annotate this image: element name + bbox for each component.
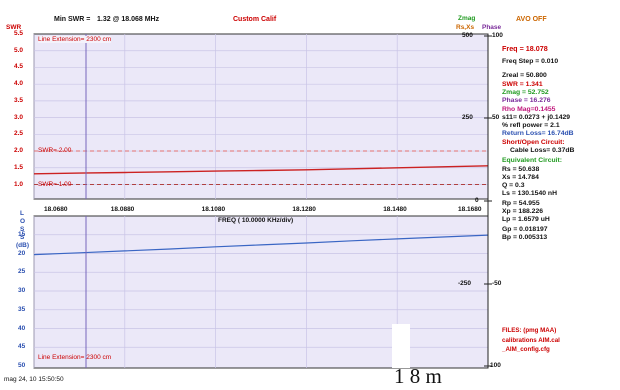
readout-ls: Ls = 130.1540 nH [502, 190, 557, 197]
readout-freq: Freq = 18.078 [502, 44, 548, 53]
loss-y-tick: 20 [18, 249, 26, 257]
right-tick-500: 500 [462, 32, 473, 39]
freq-tick: 18.0880 [110, 206, 135, 213]
swr-series-line [33, 165, 489, 175]
min-swr-label: Min SWR = [54, 16, 91, 23]
loss-y-tick: 30 [18, 287, 26, 294]
phase-legend: Phase [482, 24, 502, 31]
readout-rs: Rs = 50.638 [502, 166, 540, 173]
freq-tick: 18.0680 [44, 206, 68, 213]
readout-gp: Gp = 0.018197 [502, 226, 548, 233]
freq-tick: 18.1680 [458, 206, 482, 213]
freq-tick: 18.1280 [292, 206, 316, 213]
readout-s11: s11= 0.0273 + j0.1429 [502, 114, 571, 121]
freq-tick: 18.1480 [383, 206, 407, 213]
files-calibration[interactable]: calibrations AIM.cal [502, 337, 560, 344]
swr-y-tick: 2.5 [14, 130, 24, 138]
loss-axis-char: L [20, 210, 24, 217]
readout-short-open: Short/Open Circuit: [502, 139, 565, 146]
swr-y-tick: 4.5 [14, 63, 24, 71]
line-extension-top: Line Extension= 2300 cm [38, 36, 112, 43]
freq-tick: 18.1080 [201, 206, 226, 213]
swr-y-tick: 3.5 [14, 96, 24, 104]
loss-axis-char: O [20, 218, 26, 225]
zmag-legend: Zmag [458, 15, 476, 22]
swr-marker-high: SWR= 2.00 [38, 147, 72, 154]
readout-xs: Xs = 14.784 [502, 174, 539, 181]
swr-y-tick: 1.5 [14, 163, 24, 171]
readout-rho-mag: Rho Mag=0.1455 [502, 106, 556, 113]
overlay-block [392, 324, 410, 368]
right-tick-minus250: -250 [458, 280, 472, 287]
loss-y-tick: 35 [18, 305, 26, 313]
return-loss-series-line [33, 234, 489, 256]
readout-freq-step: Freq Step = 0.010 [502, 58, 559, 65]
readout-phase: Phase = 16.276 [502, 97, 551, 104]
rs-xs-legend: Rs,Xs [456, 24, 475, 31]
right-tick-100: 100 [492, 32, 503, 39]
right-tick-250: 250 [462, 114, 473, 121]
loss-axis-char: (dB) [16, 242, 29, 249]
avo-status[interactable]: AVO OFF [516, 16, 547, 23]
swr-y-tick: 5.0 [14, 46, 24, 54]
right-tick-minus100: 100 [490, 362, 501, 369]
readout-zreal: Zreal = 50.800 [502, 72, 547, 79]
freq-axis-label: FREQ ( 10.0000 KHz/div) [218, 217, 294, 224]
readout-refl-power: % refl power = 2.1 [502, 122, 560, 129]
readout-zmag: Zmag = 52.752 [502, 89, 549, 96]
right-axis-ticks [484, 35, 492, 367]
loss-plot-area[interactable] [33, 215, 489, 369]
right-tick-50: 50 [492, 114, 500, 121]
swr-y-tick: 5.5 [14, 30, 24, 37]
line-extension-bottom: Line Extension= 2300 cm [38, 354, 112, 361]
readout-rp: Rp = 54.955 [502, 200, 540, 207]
loss-y-tick: 50 [18, 362, 26, 369]
min-swr-value: 1.32 @ 18.068 MHz [97, 16, 160, 23]
readout-lp: Lp = 1.6579 uH [502, 216, 550, 223]
swr-axis-label: SWR [6, 24, 22, 31]
readout-q: Q = 0.3 [502, 182, 525, 189]
loss-y-tick: 40 [18, 324, 26, 332]
swr-marker-low: SWR= 1.00 [38, 181, 72, 188]
right-tick-minus50: -50 [492, 280, 502, 287]
readout-cable-loss: Cable Loss= 0.37dB [510, 147, 575, 154]
swr-y-tick: 4.0 [14, 80, 24, 88]
loss-y-tick: 45 [18, 343, 26, 351]
readout-bp: Bp = 0.005313 [502, 234, 548, 241]
readout-xp: Xp = 188.226 [502, 208, 544, 215]
swr-plot-area[interactable] [33, 33, 489, 200]
swr-y-tick: 1.0 [14, 180, 24, 188]
readout-equiv-circuit: Equivalent Circuit: [502, 157, 563, 164]
loss-y-tick: 15 [18, 230, 26, 238]
loss-grid [33, 216, 489, 368]
loss-axis-char: S [20, 226, 25, 233]
swr-y-tick: 3.0 [14, 113, 24, 121]
loss-axis-char: S [20, 234, 25, 241]
swr-y-tick: 2.0 [14, 147, 24, 155]
readout-swr: SWR = 1.341 [502, 81, 543, 88]
readout-return-loss: Return Loss= 16.74dB [502, 130, 574, 137]
files-label[interactable]: FILES: (pmg MAA) [502, 327, 557, 334]
files-config[interactable]: _AIM_config.cfg [502, 346, 550, 353]
overlay-text: 1 8 m [394, 364, 442, 388]
timestamp: mag 24, 10 15:50:50 [4, 376, 64, 383]
mode-label[interactable]: Custom Calif [233, 16, 277, 23]
right-tick-0: 0 [475, 197, 479, 204]
loss-y-tick: 25 [18, 268, 26, 276]
